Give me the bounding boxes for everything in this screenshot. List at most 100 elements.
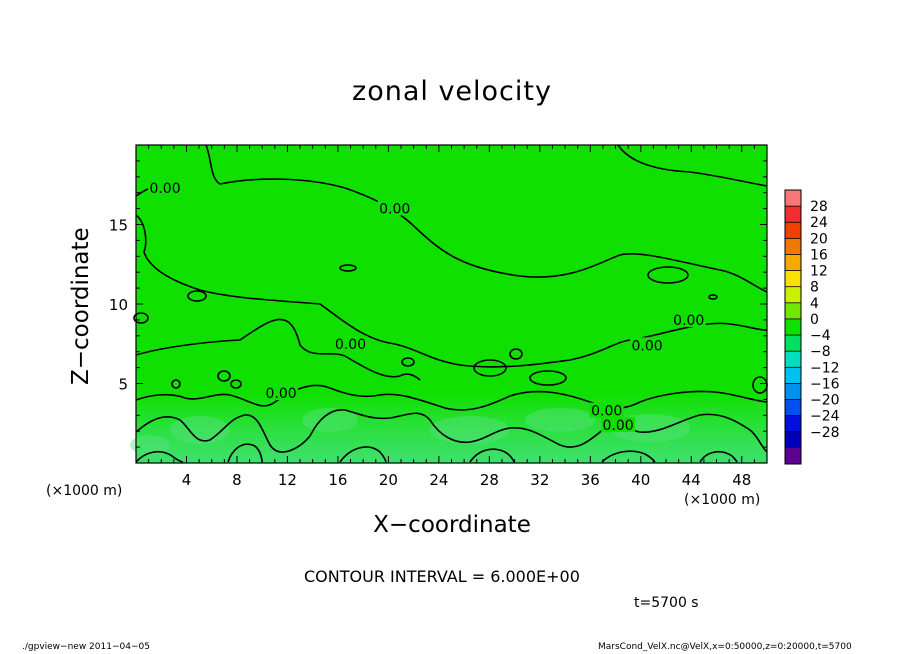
x-tick-label: 16 [328,471,347,489]
contour-line [230,379,242,389]
contour-line [473,359,507,377]
x-tick-label: 4 [182,471,192,489]
colorbar-label: −8 [810,344,831,360]
x-tick-label: 8 [232,471,242,489]
colorbar-label: −16 [810,376,840,392]
plot-field [136,145,767,463]
colorbar-segment [785,335,801,352]
colorbar-segment [785,415,801,433]
contour-label-bg [377,200,412,216]
x-tick-label: 48 [732,471,751,489]
contour-line [401,357,415,367]
contour-label-bg [148,179,183,195]
contour-line [699,450,738,463]
x-tick-label: 28 [480,471,499,489]
colorbar-label: 16 [810,247,828,263]
contour-label-bg [264,385,299,401]
contour-line [601,450,656,463]
colorbar-label: −24 [810,409,840,425]
contour-label: 0.00 [673,313,704,329]
colorbar-segment [785,383,801,400]
x-tick-label: 40 [631,471,650,489]
contour-label-bg [333,335,368,351]
contour-line [135,214,768,368]
colorbar-label: 4 [810,296,819,312]
contour-line [135,409,768,453]
y-tick-label: 15 [109,217,128,235]
contour-interval-label: CONTOUR INTERVAL = 6.000E+00 [304,567,580,586]
colorbar-label: −12 [810,360,840,376]
colorbar-segment [785,270,801,288]
contour-line [217,370,231,382]
contour-label: 0.00 [632,338,663,354]
contour-line [708,294,718,300]
colorbar-label: −4 [810,328,831,344]
colorbar-label: 28 [810,199,828,215]
contour-label: 0.00 [591,404,622,420]
contour-label: 0.00 [602,418,633,434]
contour-line [135,450,184,463]
y-tick-label: 10 [109,296,128,314]
contour-line [469,448,515,463]
colorbar-label: 8 [810,280,819,296]
colorbar-segment [785,431,801,449]
x-tick-label: 12 [278,471,297,489]
colorbar-segment [785,399,801,417]
colorbar-frame [784,189,802,465]
colorbar-label: 24 [810,215,828,231]
colorbar-segment [785,206,801,223]
colorbar-segment [785,190,801,207]
contour-label: 0.00 [335,337,366,353]
contour-label: 0.00 [149,181,180,197]
field-patch [430,416,510,444]
x-axis-label: X−coordinate [373,512,531,538]
contour-label: 0.00 [379,202,410,218]
x-unit-label-right: (×1000 m) [684,492,761,508]
y-tick-label: 5 [118,376,128,394]
contour-line [133,312,149,324]
colorbar-label: 12 [810,264,828,280]
contour-label-bg [630,337,665,353]
footer-source-label: MarsCond_VelX.nc@VelX,x=0:50000,z=0:2000… [598,642,852,652]
x-tick-label: 36 [581,471,600,489]
contour-label-bg [601,416,636,432]
field-patch [130,435,170,455]
field-patch [525,408,595,432]
contour-line [647,266,689,284]
contour-line [509,348,523,360]
contour-line [135,384,768,411]
time-label: t=5700 s [634,595,699,611]
contour-line [529,370,567,386]
contour-line [187,290,207,302]
colorbar-label: −20 [810,393,840,409]
contour-line [617,144,768,187]
contour-line [339,446,387,463]
x-tick-label: 32 [530,471,549,489]
contour-line [171,379,181,389]
contour-label-bg [589,402,624,418]
colorbar-segment [785,238,801,255]
colorbar-segment [785,302,801,320]
colorbar-segment [785,367,801,384]
x-tick-label: 24 [429,471,448,489]
x-tick-label: 44 [682,471,701,489]
contour-line [205,144,768,293]
x-tick-label: 20 [379,471,398,489]
colorbar-segment [785,222,801,239]
footer-program-label: ./gpview−new 2011−04−05 [22,642,150,652]
contour-line [339,264,357,272]
contour-line [135,318,421,381]
colorbar-segment [785,254,801,271]
colorbar-label: 0 [810,312,819,328]
contour-label-bg [671,311,706,327]
x-unit-label-left: (×1000 m) [46,483,123,499]
colorbar-segment [785,286,801,304]
contour-label: 0.00 [266,386,297,402]
colorbar-label: −28 [810,425,840,441]
colorbar-label: 20 [810,231,828,247]
colorbar-segment [785,447,801,465]
chart-title: zonal velocity [352,76,552,107]
colorbar-segment [785,351,801,368]
colorbar-segment [785,318,801,336]
